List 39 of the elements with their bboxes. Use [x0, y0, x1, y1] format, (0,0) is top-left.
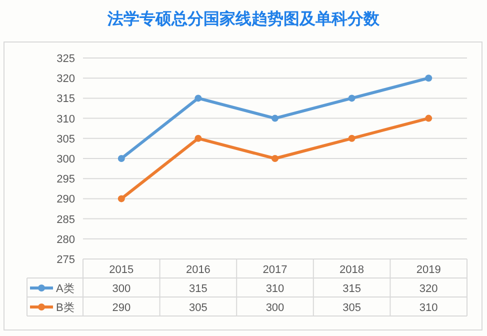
data-label: 310 [419, 302, 438, 314]
data-label: 300 [266, 302, 284, 314]
y-tick-label: 290 [56, 194, 75, 206]
data-label: 305 [189, 302, 208, 314]
legend-label: A类 [56, 282, 74, 295]
point [348, 134, 356, 142]
data-label: 315 [189, 283, 208, 295]
y-tick-label: 275 [56, 254, 75, 266]
point [425, 74, 432, 82]
x-tick-label: 2019 [416, 264, 441, 276]
y-tick-label: 315 [56, 93, 75, 106]
data-label: 300 [112, 283, 131, 295]
chart-title: 法学专硕总分国家线趋势图及单科分数 [106, 9, 380, 28]
y-tick-label: 320 [56, 73, 75, 86]
point [194, 94, 202, 102]
y-tick-label: 295 [56, 174, 75, 186]
data-label: 310 [266, 283, 284, 295]
x-tick-label: 2016 [186, 264, 210, 276]
data-label: 290 [112, 302, 131, 314]
y-tick-label: 310 [56, 113, 75, 126]
point [118, 155, 125, 162]
data-label: 320 [419, 283, 438, 295]
x-tick-label: 2017 [262, 264, 288, 276]
y-tick-label: 300 [56, 154, 75, 166]
x-tick-label: 2018 [340, 264, 364, 276]
legend-label: B类 [56, 301, 74, 314]
y-tick-label: 280 [56, 234, 75, 246]
point [194, 134, 202, 142]
point [272, 114, 278, 122]
point [118, 195, 125, 202]
point [425, 114, 432, 122]
data-label: 305 [342, 302, 361, 314]
y-tick-label: 305 [56, 133, 75, 146]
x-tick-label: 2015 [109, 264, 134, 276]
y-tick-label: 285 [56, 214, 75, 226]
point [272, 155, 278, 162]
data-label: 315 [342, 283, 361, 295]
y-tick-label: 325 [56, 53, 75, 65]
point [348, 94, 356, 102]
